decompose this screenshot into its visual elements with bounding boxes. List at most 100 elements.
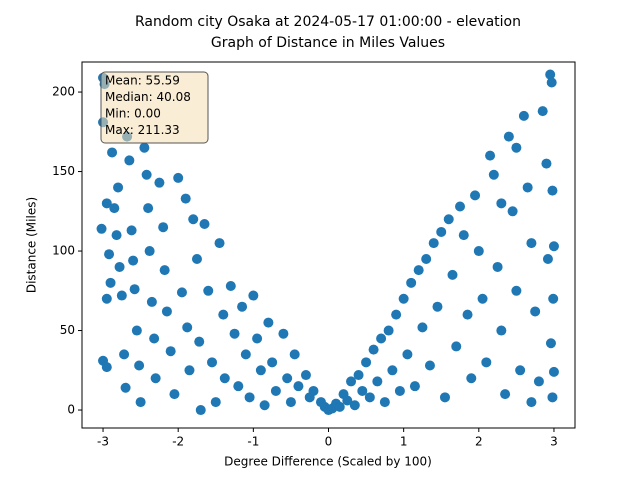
point xyxy=(477,293,488,304)
point xyxy=(451,341,462,352)
point xyxy=(398,293,409,304)
x-tick-label: -3 xyxy=(97,435,109,449)
y-tick-label: 150 xyxy=(52,164,75,178)
point xyxy=(526,397,537,408)
point xyxy=(96,223,107,234)
point xyxy=(391,309,402,320)
point xyxy=(124,155,135,166)
point xyxy=(518,110,529,121)
x-tick-label: 0 xyxy=(325,435,333,449)
point xyxy=(353,370,364,381)
point xyxy=(120,382,131,393)
point xyxy=(154,177,165,188)
x-tick-label: 2 xyxy=(475,435,483,449)
point xyxy=(101,293,112,304)
point xyxy=(173,172,184,183)
point xyxy=(105,277,116,288)
point xyxy=(496,325,507,336)
point xyxy=(488,169,499,180)
point xyxy=(161,306,172,317)
point xyxy=(447,269,458,280)
point xyxy=(214,238,225,249)
point xyxy=(255,365,266,376)
point xyxy=(143,203,154,214)
stats-line: Mean: 55.59 xyxy=(105,74,180,88)
point xyxy=(195,405,206,416)
point xyxy=(436,226,447,237)
point xyxy=(546,77,557,88)
point xyxy=(515,365,526,376)
point xyxy=(526,238,537,249)
point xyxy=(417,322,428,333)
point xyxy=(159,265,170,276)
stats-box xyxy=(100,71,209,144)
point xyxy=(548,366,559,377)
point xyxy=(285,397,296,408)
point xyxy=(334,401,345,412)
point xyxy=(481,357,492,368)
point xyxy=(432,301,443,312)
point xyxy=(237,301,248,312)
point xyxy=(141,169,152,180)
point xyxy=(293,381,304,392)
point xyxy=(101,362,112,373)
point xyxy=(462,309,473,320)
point xyxy=(439,392,450,403)
point xyxy=(139,142,150,153)
x-axis-label: Degree Difference (Scaled by 100) xyxy=(224,455,432,469)
point xyxy=(229,328,240,339)
point xyxy=(394,385,405,396)
stats-line: Max: 211.33 xyxy=(105,123,180,137)
point xyxy=(210,397,221,408)
point xyxy=(101,198,112,209)
point xyxy=(113,182,124,193)
point xyxy=(128,255,139,266)
point xyxy=(383,325,394,336)
point xyxy=(458,230,469,241)
point xyxy=(119,349,130,360)
x-tick-label: 3 xyxy=(550,435,558,449)
y-tick-label: 200 xyxy=(52,85,75,99)
point xyxy=(289,349,300,360)
stats-line: Median: 40.08 xyxy=(105,90,191,104)
point xyxy=(537,106,548,117)
point xyxy=(203,285,214,296)
point xyxy=(545,338,556,349)
point xyxy=(207,357,218,368)
y-tick-label: 0 xyxy=(67,403,75,417)
point xyxy=(104,249,115,260)
point xyxy=(443,214,454,225)
point xyxy=(492,261,503,272)
point xyxy=(109,203,120,214)
point xyxy=(107,147,118,158)
point xyxy=(270,385,281,396)
y-tick-label: 100 xyxy=(52,244,75,258)
point xyxy=(135,397,146,408)
point xyxy=(278,328,289,339)
point xyxy=(503,131,514,142)
point xyxy=(541,158,552,169)
point xyxy=(372,376,383,387)
point xyxy=(111,230,122,241)
point xyxy=(218,309,229,320)
point xyxy=(421,253,432,264)
point xyxy=(368,344,379,355)
point xyxy=(409,381,420,392)
point xyxy=(511,142,522,153)
point xyxy=(169,389,180,400)
point xyxy=(455,201,466,212)
y-tick-label: 50 xyxy=(60,323,75,337)
stats-line: Min: 0.00 xyxy=(105,107,161,121)
point xyxy=(364,392,375,403)
point xyxy=(126,225,137,236)
point xyxy=(180,193,191,204)
y-axis-label: Distance (Miles) xyxy=(25,197,39,293)
point xyxy=(129,284,140,295)
point xyxy=(252,333,263,344)
point xyxy=(413,265,424,276)
point xyxy=(511,285,522,296)
point xyxy=(349,400,360,411)
point xyxy=(387,365,398,376)
point xyxy=(158,222,169,233)
